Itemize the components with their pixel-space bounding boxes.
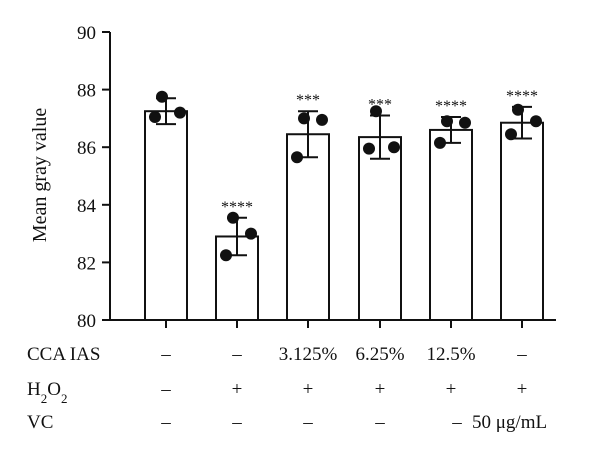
y-tick-label: 80 <box>77 311 96 332</box>
data-point <box>505 128 517 141</box>
bars: ******* *** ******** <box>144 88 544 321</box>
x-axis <box>110 319 556 328</box>
significance-label: **** <box>506 88 538 105</box>
condition-value: – <box>302 412 313 433</box>
data-point <box>441 115 453 128</box>
condition-value: – <box>160 344 171 365</box>
data-point <box>316 113 328 126</box>
data-point <box>459 116 471 129</box>
data-point <box>220 249 232 262</box>
bar <box>500 121 544 321</box>
condition-value: – <box>231 344 242 365</box>
y-tick-label: 88 <box>77 81 96 102</box>
condition-value: 3.125% <box>279 344 338 365</box>
significance-label: **** <box>435 98 467 115</box>
data-point <box>291 151 303 164</box>
data-point <box>156 90 168 103</box>
vc-label: VC <box>27 412 53 433</box>
data-point <box>530 115 542 128</box>
significance-label: **** <box>221 199 253 216</box>
condition-value: 50 μg/mL <box>472 412 547 433</box>
data-point <box>174 106 186 119</box>
condition-value: – <box>160 412 171 433</box>
condition-value: – <box>374 412 385 433</box>
condition-value: – <box>160 379 171 400</box>
bar <box>358 136 402 321</box>
condition-value: + <box>517 379 528 400</box>
y-tick-label: 82 <box>77 253 96 274</box>
significance-label: *** <box>296 92 320 109</box>
bar <box>429 128 473 321</box>
condition-table: CCA IAS H2O2 VC – – 3.125% 6.25% 12.5% – – + + + +… <box>27 344 547 433</box>
bar <box>144 110 188 321</box>
data-point <box>149 110 161 123</box>
y-axis-label: Mean gray value <box>29 108 51 243</box>
data-point <box>388 141 400 154</box>
condition-value: + <box>375 379 386 400</box>
condition-value: – <box>451 412 462 433</box>
data-point <box>434 136 446 149</box>
condition-value: – <box>516 344 527 365</box>
data-point <box>512 103 524 116</box>
y-tick-label: 90 <box>77 23 96 44</box>
data-point <box>370 105 382 118</box>
condition-value: + <box>303 379 314 400</box>
y-tick-label: 84 <box>77 196 97 217</box>
data-point <box>227 211 239 224</box>
condition-value: 12.5% <box>426 344 475 365</box>
condition-value: 6.25% <box>355 344 404 365</box>
bar <box>286 133 330 321</box>
condition-value: + <box>446 379 457 400</box>
h2o2-label: H2O2 <box>27 379 67 406</box>
data-point <box>245 227 257 240</box>
data-point <box>363 142 375 155</box>
y-axis: 80 82 84 86 88 90 <box>77 23 111 332</box>
significance-label: *** <box>368 97 392 114</box>
data-point <box>298 112 310 125</box>
cca-ias-label: CCA IAS <box>27 344 100 365</box>
condition-value: – <box>231 412 242 433</box>
condition-value: + <box>232 379 243 400</box>
y-tick-label: 86 <box>77 138 96 159</box>
